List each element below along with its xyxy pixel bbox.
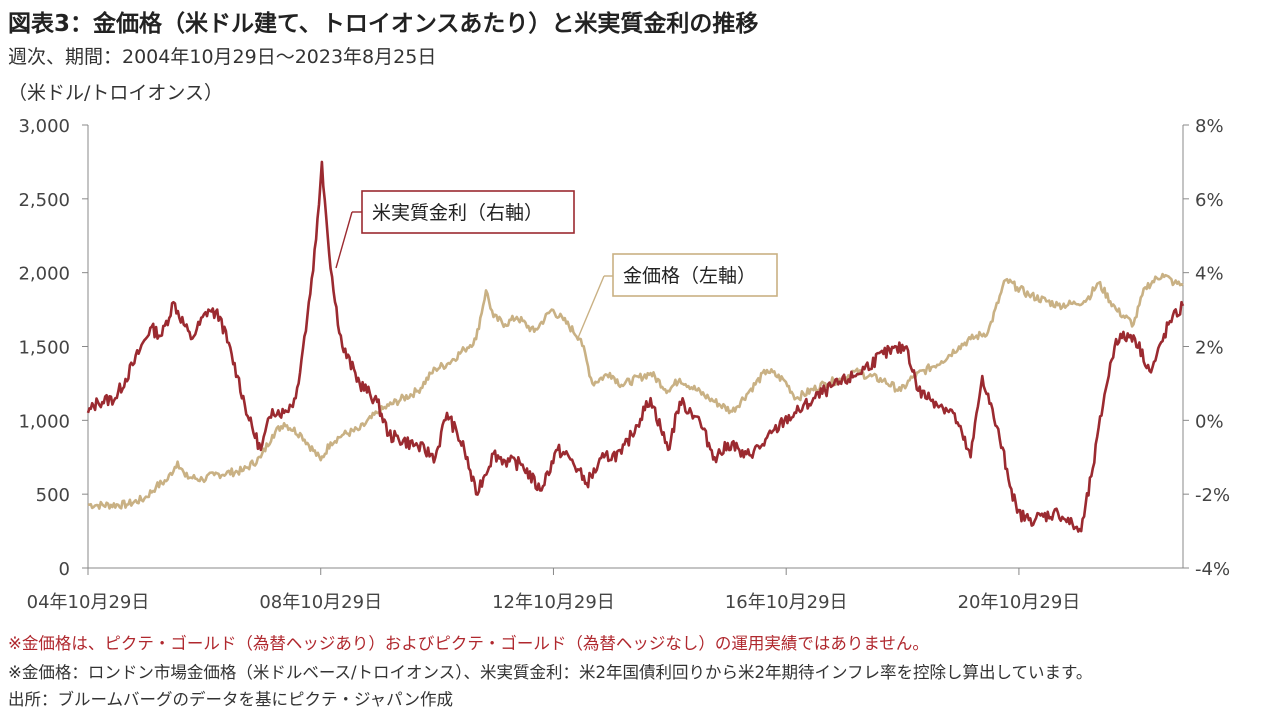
callout-box-gold [612, 253, 778, 297]
left-tick-label: 2,000 [18, 264, 70, 285]
left-tick-label: 3,000 [18, 116, 70, 137]
x-tick-label: 16年10月29日 [725, 592, 848, 613]
chart-subtitle: 週次、期間：2004年10月29日～2023年8月25日 [8, 46, 437, 68]
right-tick-label: 4% [1195, 264, 1224, 285]
left-axis-unit: （米ドル/トロイオンス） [8, 82, 224, 104]
callouts: 米実質金利（右軸） 金価格（左軸） [335, 190, 778, 339]
gold-price-line [87, 272, 1184, 510]
series-layer [86, 160, 1185, 533]
right-tick-label: -2% [1195, 485, 1230, 506]
note-source: 出所：ブルームバーグのデータを基にピクテ・ジャパン作成 [8, 690, 454, 709]
right-tick-label: 6% [1195, 190, 1224, 211]
axes: 0 500 1,000 1,500 2,000 2,500 3,000 -4% -2% 0% 2% 4… [18, 116, 1230, 613]
callout-label-gold: 金価格（左軸） [623, 265, 756, 287]
real-rate-line [86, 160, 1185, 533]
x-tick-label: 04年10月29日 [27, 592, 150, 613]
x-tick-label: 20年10月29日 [958, 592, 1081, 613]
left-tick-label: 1,500 [18, 338, 70, 359]
right-tick-label: -4% [1195, 559, 1230, 580]
x-tick-label: 12年10月29日 [492, 592, 615, 613]
left-tick-label: 2,500 [18, 190, 70, 211]
left-tick-label: 0 [59, 559, 70, 580]
callout-label-real-rate: 米実質金利（右軸） [372, 202, 543, 224]
note-definition: ※金価格：ロンドン市場金価格（米ドルベース/トロイオンス）、米実質金利：米2年国… [8, 663, 1093, 682]
chart-title: 図表3：金価格（米ドル建て、トロイオンスあたり）と米実質金利の推移 [8, 11, 759, 37]
callout-leader-real-rate [335, 211, 353, 269]
left-tick-label: 1,000 [18, 411, 70, 432]
left-tick-label: 500 [36, 485, 70, 506]
note-disclaimer: ※金価格は、ピクテ・ゴールド（為替ヘッジあり）およびピクテ・ゴールド（為替ヘッジ… [8, 634, 929, 653]
right-tick-label: 8% [1195, 116, 1224, 137]
right-tick-label: 0% [1195, 411, 1224, 432]
callout-box-real-rate [361, 190, 575, 234]
callout-leader-gold [577, 275, 605, 339]
x-tick-label: 08年10月29日 [259, 592, 382, 613]
right-tick-label: 2% [1195, 338, 1224, 359]
